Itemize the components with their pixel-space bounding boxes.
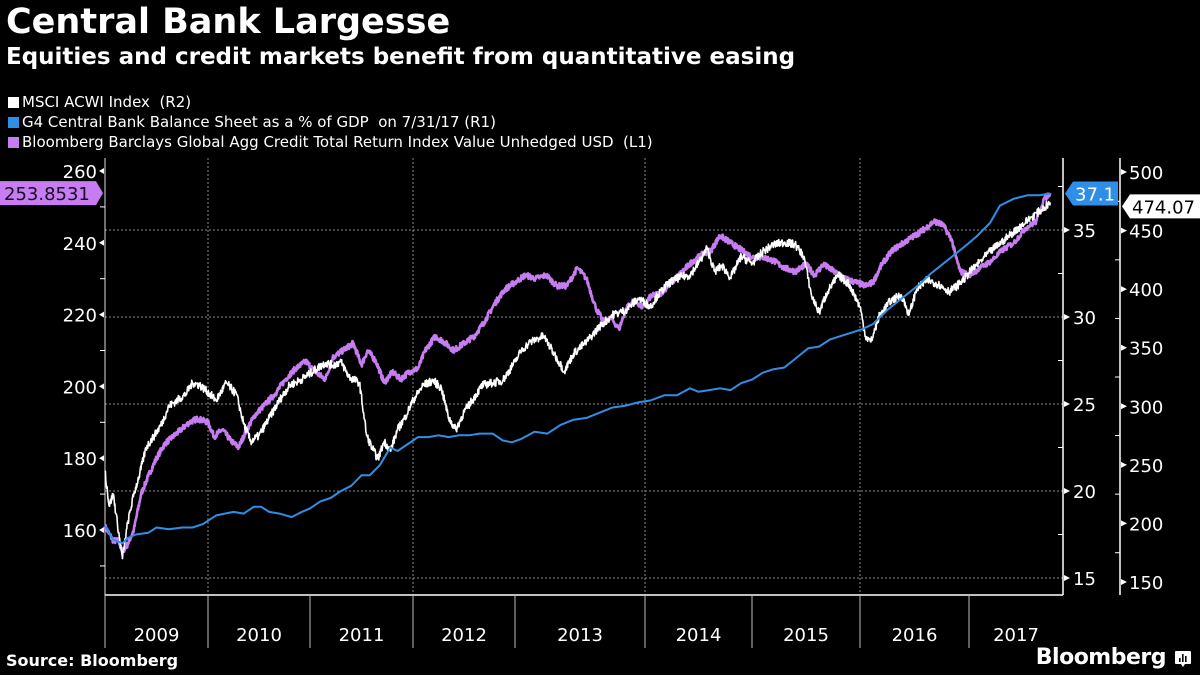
- r2-tick-label: 400: [1129, 280, 1163, 301]
- x-tick-label: 2012: [441, 625, 487, 646]
- series-line-msci-acwi: [104, 200, 1052, 560]
- grid: [105, 158, 1063, 595]
- legend-swatch-blue: [8, 116, 19, 128]
- x-tick-label: 2010: [236, 625, 282, 646]
- legend: MSCI ACWI Index (R2) G4 Central Bank Bal…: [8, 92, 653, 152]
- legend-item-msci: MSCI ACWI Index (R2): [8, 92, 653, 112]
- r1-tick-label: 15: [1073, 569, 1096, 590]
- chart-subtitle: Equities and credit markets benefit from…: [6, 44, 796, 70]
- x-tick-label: 2015: [783, 625, 829, 646]
- l1-tick-label: 180: [63, 449, 97, 470]
- legend-item-g4: G4 Central Bank Balance Sheet as a % of …: [8, 112, 653, 132]
- x-tick-label: 2013: [557, 625, 603, 646]
- r2-tick-label: 200: [1129, 514, 1163, 535]
- x-tick-label: 2014: [676, 625, 722, 646]
- r2-tick-marker: [1121, 169, 1127, 175]
- l1-tick-label: 260: [63, 162, 97, 183]
- l1-tick-marker: [99, 383, 104, 390]
- r2-tick-marker: [1121, 461, 1127, 468]
- l1-tick-marker: [99, 311, 104, 318]
- value-labels: 253.8531 37.1 474.07: [0, 181, 1200, 219]
- r1-tick-marker: [1064, 227, 1070, 233]
- legend-label: MSCI ACWI Index (R2): [22, 93, 192, 111]
- source-note: Source: Bloomberg: [6, 651, 179, 670]
- series-group: [103, 192, 1052, 560]
- last-value-badge-credit: [0, 181, 103, 206]
- r2-tick-label: 450: [1129, 222, 1163, 243]
- series-line-g4-balance-sheet: [104, 192, 1051, 545]
- r1-tick-label: 30: [1073, 308, 1096, 329]
- legend-swatch-white: [8, 96, 19, 108]
- legend-label: G4 Central Bank Balance Sheet as a % of …: [22, 113, 496, 131]
- x-tick-label: 2016: [892, 625, 938, 646]
- r1-tick-label: 20: [1073, 482, 1096, 503]
- r2-tick-marker: [1121, 227, 1127, 234]
- x-tick-label: 2009: [134, 625, 180, 646]
- r2-tick-marker: [1121, 344, 1127, 351]
- r1-tick-marker: [1064, 575, 1070, 581]
- r1-tick-label: 25: [1073, 395, 1096, 416]
- legend-swatch-purple: [8, 136, 19, 148]
- r2-tick-label: 500: [1129, 163, 1163, 184]
- l1-tick-marker: [99, 455, 104, 462]
- r2-tick-marker: [1121, 403, 1127, 410]
- last-value-g4: 37.1: [1075, 184, 1115, 205]
- r1-tick-marker: [1064, 401, 1070, 407]
- r2-tick-label: 350: [1129, 339, 1163, 360]
- r2-tick-marker: [1121, 286, 1127, 293]
- brand-logo: Bloomberg: [1035, 645, 1167, 670]
- l1-tick-label: 160: [63, 521, 97, 542]
- axes: 2009 2010 2011 2012 2013 2014 2015 2016 20171601…: [63, 158, 1163, 648]
- r1-tick-marker: [1064, 314, 1070, 320]
- r2-tick-marker: [1121, 579, 1127, 585]
- last-value-badge-msci: [1122, 194, 1200, 219]
- last-value-credit: 253.8531: [4, 184, 90, 205]
- l1-tick-marker: [99, 239, 104, 246]
- l1-tick-label: 240: [63, 234, 97, 255]
- x-tick-label: 2017: [993, 625, 1039, 646]
- legend-item-credit: Bloomberg Barclays Global Agg Credit Tot…: [8, 132, 653, 152]
- l1-tick-marker: [99, 527, 104, 533]
- l1-tick-label: 220: [63, 306, 97, 327]
- r2-tick-label: 150: [1129, 573, 1163, 594]
- r1-tick-marker: [1064, 488, 1070, 494]
- r1-tick-label: 35: [1073, 221, 1096, 242]
- r2-tick-label: 300: [1129, 397, 1163, 418]
- r2-tick-label: 250: [1129, 456, 1163, 477]
- l1-tick-marker: [99, 168, 104, 174]
- r2-tick-marker: [1121, 520, 1127, 527]
- chart-title: Central Bank Largesse: [6, 2, 451, 42]
- bar-chart-speech-bubble-icon: [1175, 651, 1191, 667]
- x-tick-label: 2011: [339, 625, 385, 646]
- legend-label: Bloomberg Barclays Global Agg Credit Tot…: [22, 133, 653, 151]
- last-value-msci: 474.07: [1132, 197, 1195, 218]
- l1-tick-label: 200: [63, 377, 97, 398]
- series-line-credit-index: [103, 192, 1052, 553]
- last-value-badge-g4: [1065, 181, 1118, 206]
